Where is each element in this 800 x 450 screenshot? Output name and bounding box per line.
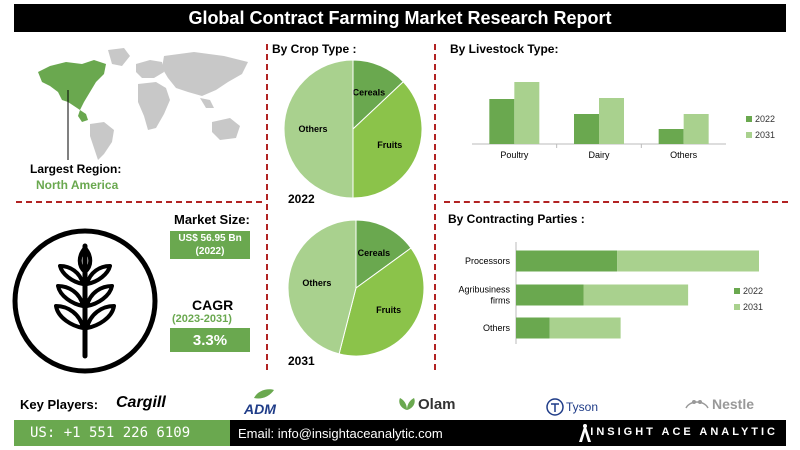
pie-1-slice-fruits — [338, 247, 425, 357]
livestock-bar-others-2022 — [658, 129, 684, 144]
key-players-label: Key Players: — [20, 397, 99, 412]
pie-1-slice-cereals — [355, 219, 412, 289]
divider-right-horizontal — [444, 201, 788, 203]
contracting-chart: Processors Agribusiness firms Others 2022 203… — [458, 242, 763, 344]
livestock-chart: Poultry Dairy Others 2022 2031 — [472, 82, 775, 160]
contracting-bar-agribusiness-firms-2022 — [516, 284, 584, 306]
wheat-icon — [12, 228, 158, 374]
pie-0-label-others: Others — [298, 124, 327, 134]
largest-region-label: Largest Region: — [30, 162, 122, 176]
market-size-year: (2022) — [195, 246, 225, 257]
crop-type-title: By Crop Type : — [272, 42, 357, 56]
contracting-legend-label-2031: 2031 — [743, 302, 763, 312]
report-title: Global Contract Farming Market Research … — [14, 4, 786, 32]
crop-pie-2031: Cereals Fruits Others — [287, 219, 425, 357]
footer-brand: INSIGHT ACE ANALYTIC — [590, 426, 778, 438]
olam-leaf-icon — [399, 398, 415, 410]
livestock-bar-others-2031 — [683, 114, 709, 144]
contracting-bar-processors-2031 — [617, 250, 759, 272]
pie-1-label-fruits: Fruits — [376, 305, 401, 315]
pie-1-label-cereals: Cereals — [358, 248, 391, 258]
cagr-label: CAGR — [192, 297, 234, 313]
livestock-category-others: Others — [670, 150, 698, 160]
market-size-value: US$ 56.95 Bn — [178, 233, 242, 244]
cagr-value: 3.3% — [170, 328, 250, 352]
pie-0-slice-fruits — [352, 81, 423, 199]
pie-0-slice-others — [283, 59, 354, 199]
livestock-category-poultry: Poultry — [500, 150, 529, 160]
crop-pie-2022: Cereals Fruits Others — [283, 59, 423, 199]
tyson-logo: Tyson — [566, 400, 599, 414]
contracting-title: By Contracting Parties : — [448, 212, 585, 226]
livestock-bar-dairy-2031 — [599, 98, 624, 144]
livestock-title: By Livestock Type: — [450, 42, 559, 56]
contracting-category-others: Others — [483, 323, 511, 333]
cagr-period: (2023-2031) — [172, 313, 232, 325]
world-map — [38, 48, 248, 160]
olam-logo: Olam — [418, 396, 456, 413]
contracting-bar-agribusiness-firms-2031 — [583, 284, 689, 306]
pie-0-slice-cereals — [352, 59, 405, 131]
crop-pie-2022-year: 2022 — [288, 192, 315, 206]
pie-1-label-others: Others — [302, 278, 331, 288]
tyson-emblem-icon — [546, 398, 564, 416]
livestock-bar-poultry-2022 — [489, 99, 515, 144]
livestock-bar-dairy-2022 — [574, 114, 599, 144]
livestock-legend-swatch-2031 — [746, 132, 752, 138]
pie-1-slice-others — [287, 219, 357, 355]
nestle-nest-icon — [685, 400, 709, 409]
market-size-label: Market Size: — [174, 212, 250, 227]
contracting-category-agribusiness-firms: Agribusiness firms — [458, 285, 510, 306]
north-america-shape — [38, 60, 106, 110]
pie-0-label-cereals: Cereals — [353, 87, 386, 97]
pie-0-label-fruits: Fruits — [377, 140, 402, 150]
livestock-bar-poultry-2031 — [514, 82, 540, 144]
contracting-bar-processors-2022 — [516, 250, 618, 272]
divider-right — [434, 44, 436, 370]
contracting-category-processors: Processors — [465, 256, 511, 266]
footer-email[interactable]: Email: info@insightaceanalytic.com — [238, 425, 443, 441]
brand-logo-icon — [579, 424, 591, 442]
contracting-legend-swatch-2022 — [734, 288, 740, 294]
crop-pie-2031-year: 2031 — [288, 354, 315, 368]
cargill-logo: Cargill — [116, 394, 166, 411]
market-size-box: US$ 56.95 Bn (2022) — [170, 231, 250, 259]
contracting-bar-others-2022 — [516, 317, 550, 339]
livestock-category-dairy: Dairy — [588, 150, 610, 160]
livestock-legend-swatch-2022 — [746, 116, 752, 122]
footer-bar: Email: info@insightaceanalytic.com INSIG… — [230, 420, 786, 446]
divider-left-horizontal — [16, 201, 262, 203]
contracting-bar-others-2031 — [549, 317, 621, 339]
adm-leaf-icon — [254, 389, 274, 399]
livestock-legend-label-2031: 2031 — [755, 130, 775, 140]
contracting-legend-label-2022: 2022 — [743, 286, 763, 296]
livestock-legend-label-2022: 2022 — [755, 114, 775, 124]
footer-phone: US: +1 551 226 6109 — [14, 420, 230, 446]
adm-logo: ADM — [244, 401, 276, 417]
divider-left — [266, 44, 268, 370]
contracting-legend-swatch-2031 — [734, 304, 740, 310]
nestle-logo: Nestle — [712, 396, 755, 412]
largest-region-value: North America — [36, 178, 119, 192]
